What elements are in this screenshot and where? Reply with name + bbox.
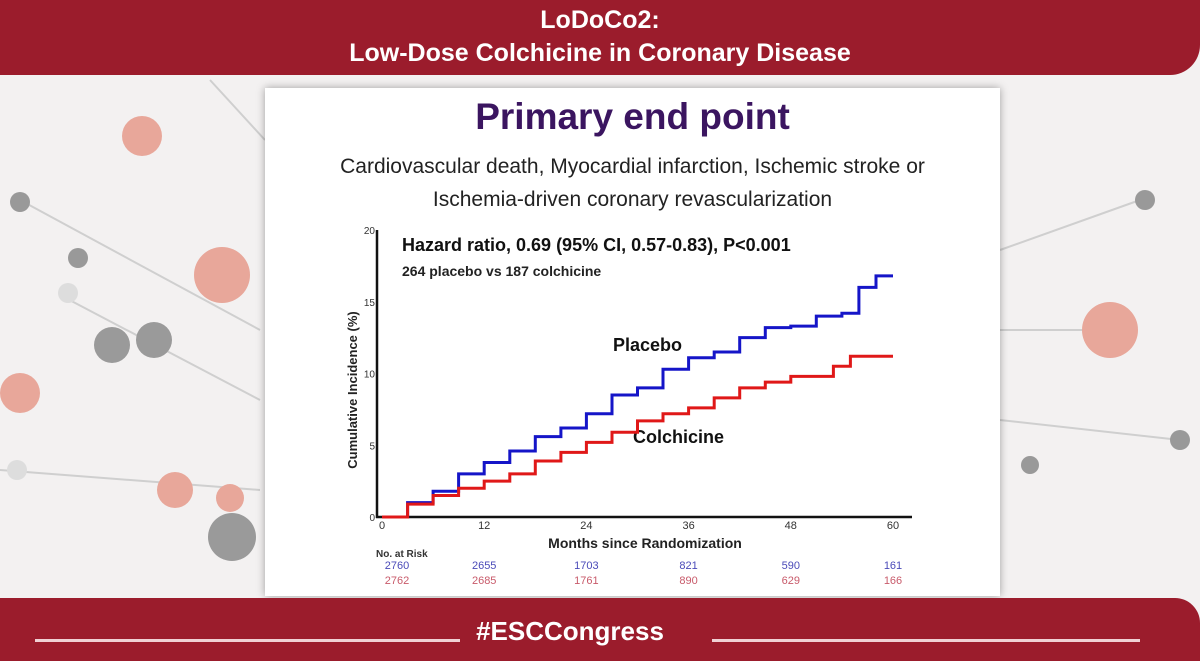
series-line-placebo <box>382 274 893 519</box>
slide-header: LoDoCo2: Low-Dose Colchicine in Coronary… <box>0 0 1200 75</box>
risk-count-placebo: 2760 <box>385 560 409 572</box>
y-tick-label: 5 <box>369 441 375 452</box>
x-tick-label: 24 <box>580 520 592 532</box>
slide-card: Primary end point Cardiovascular death, … <box>265 88 1000 596</box>
subtitle-line2: Ischemia-driven coronary revascularizati… <box>432 188 833 211</box>
x-axis-label: Months since Randomization <box>548 535 742 551</box>
risk-count-colchicine: 2685 <box>472 575 496 587</box>
footer-hashtag: #ESCCongress <box>476 616 664 646</box>
risk-count-placebo: 1703 <box>574 560 598 572</box>
risk-count-colchicine: 2762 <box>385 575 409 587</box>
series-line-colchicine <box>382 354 893 519</box>
chart-annotation-events: 264 placebo vs 187 colchicine <box>402 263 601 279</box>
risk-count-placebo: 821 <box>679 560 697 572</box>
risk-count-colchicine: 166 <box>884 575 902 587</box>
footer-line-right <box>712 639 1140 642</box>
risk-table-label: No. at Risk <box>376 549 428 560</box>
risk-count-colchicine: 1761 <box>574 575 598 587</box>
risk-count-placebo: 161 <box>884 560 902 572</box>
slide-title: Primary end point <box>475 96 790 137</box>
header-title-line2: Low-Dose Colchicine in Coronary Disease <box>349 39 851 67</box>
legend-placebo: Placebo <box>613 335 682 355</box>
y-tick-label: 20 <box>364 226 376 237</box>
risk-count-placebo: 2655 <box>472 560 496 572</box>
header-title-line1: LoDoCo2: <box>540 6 660 34</box>
y-tick-label: 0 <box>369 513 375 524</box>
y-tick-label: 10 <box>364 370 376 381</box>
risk-count-colchicine: 890 <box>679 575 697 587</box>
x-tick-label: 48 <box>785 520 797 532</box>
x-tick-label: 12 <box>478 520 490 532</box>
x-tick-label: 60 <box>887 520 899 532</box>
chart-annotation-hr: Hazard ratio, 0.69 (95% CI, 0.57-0.83), … <box>402 235 791 255</box>
footer-line-left <box>35 639 460 642</box>
risk-count-colchicine: 629 <box>782 575 800 587</box>
legend-colchicine: Colchicine <box>633 427 724 447</box>
risk-count-placebo: 590 <box>782 560 800 572</box>
y-tick-label: 15 <box>364 298 376 309</box>
slide-footer: #ESCCongress <box>0 598 1200 661</box>
x-tick-label: 36 <box>682 520 694 532</box>
slide-subtitle: Cardiovascular death, Myocardial infarct… <box>265 150 1000 216</box>
x-tick-label: 0 <box>379 520 385 532</box>
y-axis-label: Cumulative Incidence (%) <box>345 311 360 468</box>
subtitle-line1: Cardiovascular death, Myocardial infarct… <box>340 155 925 178</box>
